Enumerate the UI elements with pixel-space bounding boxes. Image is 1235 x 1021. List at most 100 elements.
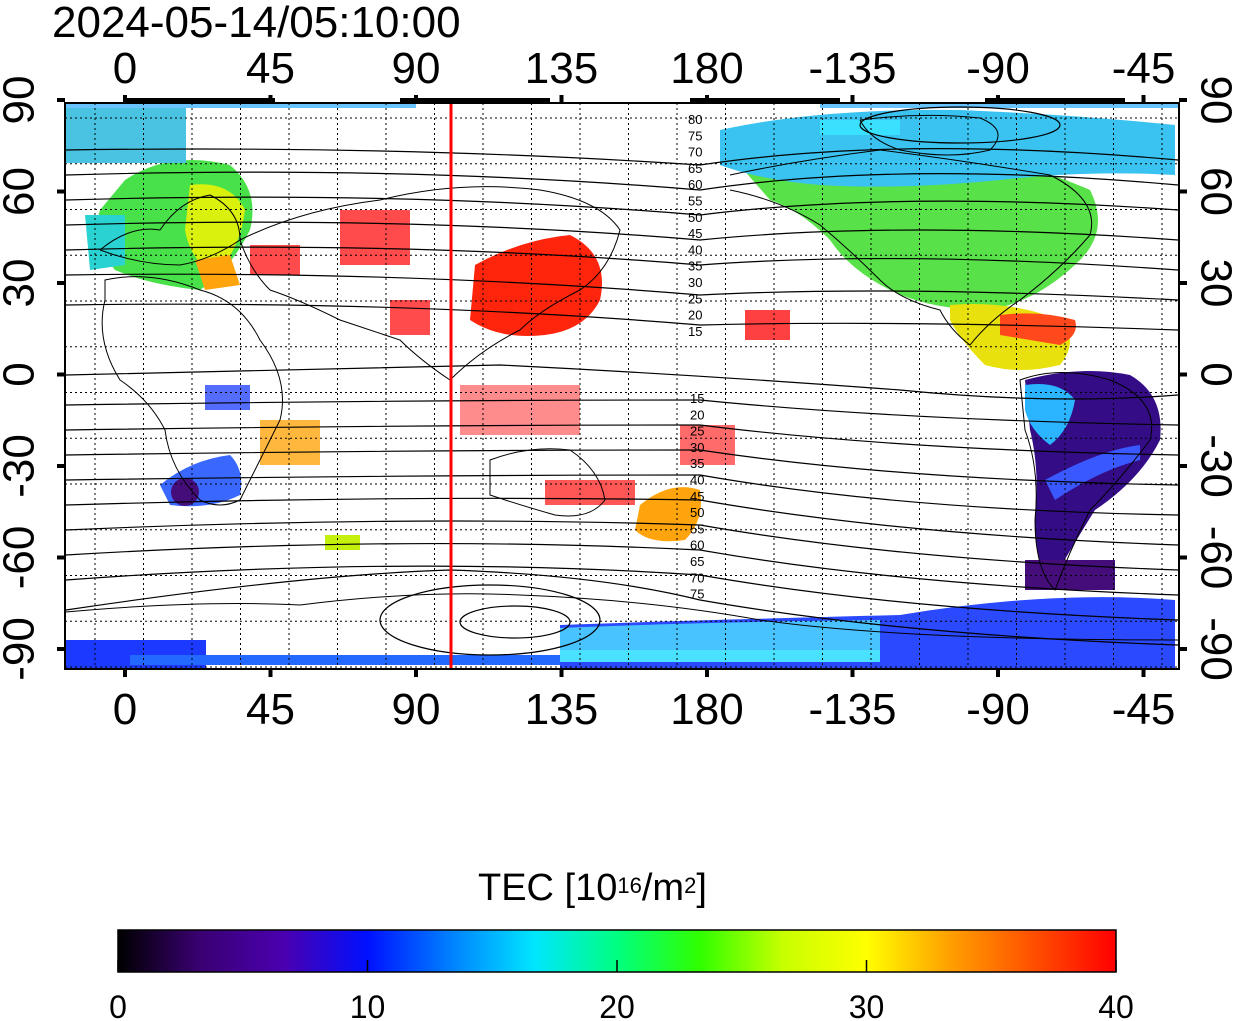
- tec-region-south-america-band: [1045, 445, 1140, 500]
- left-tick-mark: [57, 281, 65, 285]
- contour-label-south: 35: [690, 456, 704, 471]
- contour-label-north: 45: [688, 226, 702, 241]
- contour-label-south: 15: [690, 391, 704, 406]
- bottom-tick-mark: [559, 669, 564, 677]
- top-longitude-tick-label: -45: [1112, 44, 1176, 93]
- right-latitude-tick-label: -60: [1191, 526, 1235, 590]
- bottom-tick-mark: [1141, 669, 1146, 677]
- colorbar-title-close: ]: [696, 867, 707, 909]
- left-latitude-tick-label: 90: [0, 76, 44, 125]
- contour-label-north: 30: [688, 275, 702, 290]
- top-longitude-tick-label: 45: [246, 44, 295, 93]
- contour-north-6: [65, 273, 1179, 301]
- right-tick-mark: [1179, 189, 1187, 194]
- right-latitude-tick-label: 30: [1191, 259, 1235, 308]
- contour-label-south: 75: [690, 587, 704, 602]
- left-tick-mark: [57, 372, 65, 377]
- right-latitude-tick-label: 0: [1191, 362, 1235, 386]
- left-tick-mark: [57, 98, 65, 102]
- contour-label-south: 25: [690, 424, 704, 439]
- bottom-tick-mark: [850, 669, 855, 677]
- tec-region-middle-east: [195, 255, 240, 290]
- contour-label-south: 30: [690, 440, 704, 455]
- top-longitude-tick-label: 180: [670, 44, 743, 93]
- right-latitude-tick-label: 60: [1191, 167, 1235, 216]
- contour-label-north: 80: [688, 112, 702, 127]
- contour-label-north: 60: [688, 177, 702, 192]
- tec-region-south-atlantic: [325, 535, 360, 550]
- contour-label-north: 55: [688, 194, 702, 209]
- bottom-longitude-tick-label: -45: [1112, 685, 1176, 734]
- right-tick-mark: [1179, 555, 1187, 560]
- right-tick-mark: [1179, 372, 1187, 377]
- contour-label-north: 35: [688, 259, 702, 274]
- top-tick-mark: [850, 95, 855, 103]
- contour-label-north: 40: [688, 242, 702, 257]
- coastlines: [65, 114, 1179, 641]
- tec-region-north-america: [735, 146, 1098, 310]
- tec-strip-north-top-right: [820, 104, 1178, 108]
- contour-label-south: 65: [690, 554, 704, 569]
- left-tick-mark: [57, 464, 65, 468]
- tec-region-india: [390, 300, 430, 335]
- right-latitude-tick-label: -90: [1191, 617, 1235, 681]
- top-tick-mark: [1141, 95, 1146, 103]
- coast-africa: [101, 276, 283, 506]
- contour-south-7: [65, 542, 1179, 596]
- colorbar-title-unit: /m: [641, 867, 685, 909]
- colorbar-tick-label: 10: [350, 989, 386, 1021]
- bottom-longitude-ticks: 0 45 90 135 180 -135 -90 -45: [113, 685, 1176, 734]
- left-latitude-ticks: 90 60 30 0 -30 -60 -90: [0, 76, 44, 681]
- contour-label-south: 50: [690, 505, 704, 520]
- colorbar-tick-label: 20: [599, 989, 635, 1021]
- right-tick-mark: [1179, 281, 1187, 285]
- right-latitude-tick-label: 90: [1191, 76, 1235, 125]
- contour-label-north: 25: [688, 291, 702, 306]
- top-longitude-tick-label: 0: [113, 44, 137, 93]
- contour-north-pole: [859, 106, 1061, 144]
- contour-north-5: [65, 246, 1179, 271]
- right-latitude-tick-label: -30: [1191, 434, 1235, 498]
- contour-south-6: [65, 520, 1179, 571]
- coast-north-america: [729, 149, 1093, 346]
- contour-pole-outer: [379, 584, 601, 656]
- left-latitude-tick-label: 30: [0, 259, 44, 308]
- top-frame-bar: [400, 98, 550, 103]
- tec-region-antarctica-east-light: [560, 620, 880, 653]
- frame-tick-bars: [57, 95, 1187, 677]
- right-tick-mark: [1179, 98, 1187, 102]
- bottom-tick-mark: [996, 669, 1000, 677]
- coast-asia: [239, 186, 621, 381]
- bottom-longitude-tick-label: 45: [246, 685, 295, 734]
- colorbar-ticks: 0 10 20 30 40: [109, 960, 1134, 1021]
- tec-strip-north-top: [66, 104, 416, 108]
- contour-label-north: 65: [688, 161, 702, 176]
- top-longitude-ticks: 0 45 90 135 180 -135 -90 -45: [113, 44, 1176, 93]
- bottom-longitude-tick-label: -90: [966, 685, 1030, 734]
- tec-data-layer: [66, 104, 1178, 669]
- top-frame-bar: [125, 98, 275, 103]
- coast-antarctica: [65, 593, 1179, 641]
- left-latitude-tick-label: -90: [0, 617, 44, 681]
- contour-north-7: [65, 303, 1179, 331]
- colorbar-title-unit-exponent: 2: [684, 873, 697, 898]
- bottom-longitude-tick-label: 90: [392, 685, 441, 734]
- tec-region-north-america-ribbon: [820, 120, 900, 135]
- left-tick-mark: [57, 555, 65, 560]
- left-tick-mark: [57, 189, 65, 194]
- contour-south-9: [65, 569, 1179, 646]
- colorbar-title-exponent: 16: [617, 873, 642, 898]
- coast-europe: [99, 194, 241, 266]
- contour-south-1: [65, 399, 1179, 426]
- tec-region-arabia: [250, 245, 300, 275]
- bottom-longitude-tick-label: -135: [808, 685, 896, 734]
- right-tick-mark: [1179, 464, 1187, 468]
- contour-label-south: 60: [690, 538, 704, 553]
- contour-south-8: [65, 565, 1179, 621]
- tec-region-antarctica-strip: [560, 650, 880, 662]
- bottom-tick-mark: [268, 669, 273, 677]
- bottom-tick-mark: [705, 669, 709, 677]
- contour-label-north: 75: [688, 128, 702, 143]
- top-frame-bar: [985, 98, 1125, 103]
